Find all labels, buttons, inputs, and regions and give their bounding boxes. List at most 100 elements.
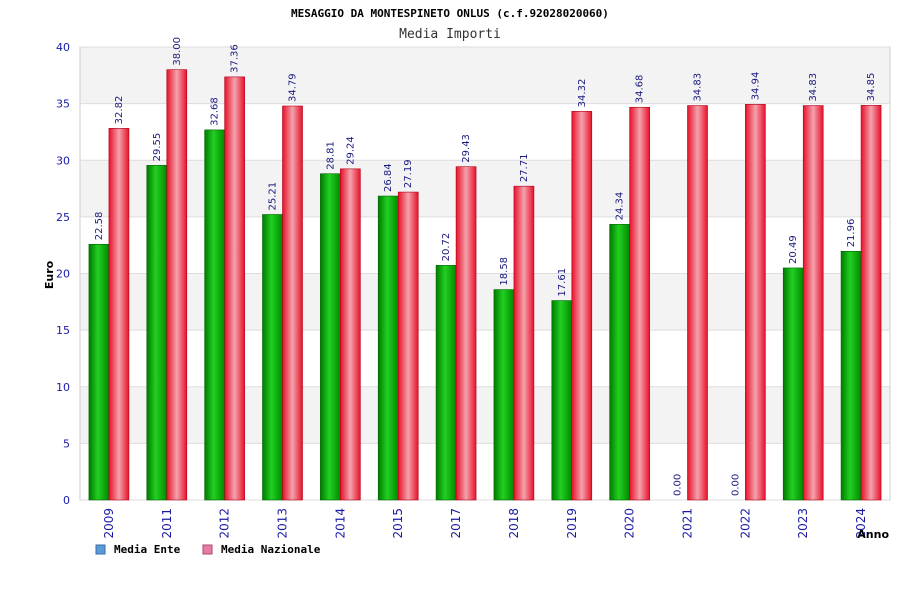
- bar-media-nazionale-2021: [687, 105, 708, 501]
- data-label-media-ente-2012: 32.68: [210, 97, 221, 126]
- bar-media-ente-2018: [493, 289, 515, 501]
- bar-media-ente-2009: [88, 243, 110, 501]
- y-tick-label: 10: [56, 381, 70, 394]
- data-label-media-ente-2015: 26.84: [383, 163, 394, 192]
- bar-media-ente-2012: [204, 129, 225, 501]
- bar-media-nazionale-2017: [455, 166, 477, 501]
- data-label-media-ente-2009: 22.58: [94, 212, 105, 241]
- plot-band: [80, 160, 890, 217]
- legend: Media Ente Media Nazionale: [95, 543, 321, 556]
- data-label-media-ente-2011: 29.55: [152, 133, 163, 162]
- data-label-media-ente-2018: 18.58: [499, 257, 510, 286]
- x-axis-label: Anno: [857, 528, 889, 541]
- data-label-media-nazionale-2019: 34.32: [577, 79, 588, 108]
- y-tick-label: 25: [56, 211, 70, 224]
- y-tick-label: 35: [56, 98, 70, 111]
- bar-media-nazionale-2014: [340, 168, 361, 501]
- legend-swatch-media-nazionale: [202, 544, 213, 555]
- y-tick-label: 0: [63, 494, 70, 507]
- plot-band: [80, 273, 890, 331]
- data-label-media-ente-2017: 20.72: [441, 233, 452, 262]
- data-label-media-nazionale-2020: 34.68: [635, 75, 646, 104]
- data-label-media-ente-2014: 28.81: [325, 141, 336, 170]
- legend-label-media-nazionale: Media Nazionale: [221, 543, 321, 556]
- data-label-media-nazionale-2009: 32.82: [114, 96, 125, 125]
- bar-media-nazionale-2022: [745, 104, 766, 501]
- x-tick-label-2009: 2009: [102, 508, 116, 539]
- data-label-media-nazionale-2021: 34.83: [693, 73, 704, 102]
- x-tick-label-2020: 2020: [623, 508, 637, 539]
- bar-media-ente-2020: [609, 224, 630, 501]
- bar-media-nazionale-2011: [166, 69, 188, 501]
- plot-band: [80, 47, 890, 104]
- data-label-media-nazionale-2015: 27.19: [403, 159, 414, 188]
- data-label-media-ente-2021: 0.00: [673, 474, 684, 496]
- plot-band: [80, 330, 890, 387]
- y-tick-label: 15: [56, 324, 70, 337]
- data-label-media-ente-2013: 25.21: [268, 182, 279, 211]
- plot-band: [80, 443, 890, 500]
- x-tick-label-2012: 2012: [218, 508, 232, 539]
- legend-label-media-ente: Media Ente: [114, 543, 181, 556]
- y-tick-label: 30: [56, 154, 70, 167]
- data-label-media-ente-2022: 0.00: [730, 474, 741, 496]
- data-label-media-ente-2023: 20.49: [788, 235, 799, 264]
- data-label-media-nazionale-2023: 34.83: [808, 73, 819, 102]
- x-tick-label-2019: 2019: [565, 508, 579, 539]
- bar-media-nazionale-2020: [629, 106, 650, 501]
- x-axis: 2009 2011 2012 2013 2014 2015 2017 2018 2019 2020…: [102, 508, 868, 539]
- x-tick-label-2022: 2022: [738, 508, 752, 539]
- plot-band: [80, 386, 890, 444]
- bar-media-ente-2023: [782, 267, 804, 501]
- y-tick-label: 20: [56, 268, 70, 281]
- data-label-media-ente-2024: 21.96: [846, 219, 857, 248]
- bar-media-nazionale-2013: [282, 105, 303, 501]
- bar-media-ente-2019: [551, 300, 573, 501]
- x-tick-label-2021: 2021: [681, 508, 695, 539]
- bar-media-ente-2011: [146, 165, 168, 501]
- bar-media-nazionale-2024: [860, 105, 882, 501]
- data-label-media-nazionale-2024: 34.85: [866, 73, 877, 102]
- x-tick-label-2023: 2023: [796, 508, 810, 539]
- bar-media-nazionale-2015: [397, 191, 419, 501]
- bar-media-nazionale-2018: [513, 185, 535, 501]
- data-label-media-nazionale-2014: 29.24: [345, 136, 356, 165]
- bar-media-nazionale-2019: [571, 111, 593, 501]
- data-label-media-nazionale-2013: 34.79: [288, 73, 299, 102]
- data-label-media-nazionale-2018: 27.71: [519, 154, 530, 183]
- x-tick-label-2015: 2015: [391, 508, 405, 539]
- bars: [88, 69, 882, 501]
- x-tick-label-2014: 2014: [333, 508, 347, 539]
- x-tick-label-2013: 2013: [276, 508, 290, 539]
- y-tick-label: 5: [63, 437, 70, 450]
- bar-media-ente-2015: [377, 195, 399, 501]
- bar-media-nazionale-2009: [108, 128, 130, 501]
- data-label-media-ente-2020: 24.34: [615, 192, 626, 221]
- plot-band: [80, 103, 890, 161]
- y-axis-label: Euro: [43, 260, 56, 289]
- chart-subtitle: Media Importi: [399, 27, 501, 42]
- bar-media-ente-2014: [320, 173, 341, 501]
- legend-swatch-media-ente: [95, 544, 106, 555]
- bar-media-nazionale-2012: [224, 76, 245, 501]
- x-tick-label-2018: 2018: [507, 508, 521, 539]
- y-axis: 0 5 10 15 20 25 30 35 40: [56, 41, 70, 507]
- bar-media-ente-2024: [840, 251, 862, 501]
- x-tick-label-2011: 2011: [160, 508, 174, 539]
- y-tick-label: 40: [56, 41, 70, 54]
- chart-title: MESAGGIO DA MONTESPINETO ONLUS (c.f.9202…: [291, 7, 609, 20]
- data-labels: 22.58 32.82 29.55 38.00 32.68 37.36 25.21 34.79…: [94, 37, 877, 496]
- plot-band: [80, 216, 890, 274]
- bar-media-nazionale-2023: [802, 105, 824, 501]
- data-label-media-ente-2019: 17.61: [557, 268, 568, 297]
- bar-media-ente-2017: [435, 265, 457, 501]
- data-label-media-nazionale-2011: 38.00: [172, 37, 183, 66]
- bar-media-ente-2013: [262, 214, 283, 501]
- data-label-media-nazionale-2012: 37.36: [230, 44, 241, 73]
- data-label-media-nazionale-2022: 34.94: [750, 72, 761, 101]
- data-label-media-nazionale-2017: 29.43: [461, 134, 472, 163]
- x-tick-label-2024: 2024: [854, 508, 868, 539]
- x-tick-label-2017: 2017: [449, 508, 463, 539]
